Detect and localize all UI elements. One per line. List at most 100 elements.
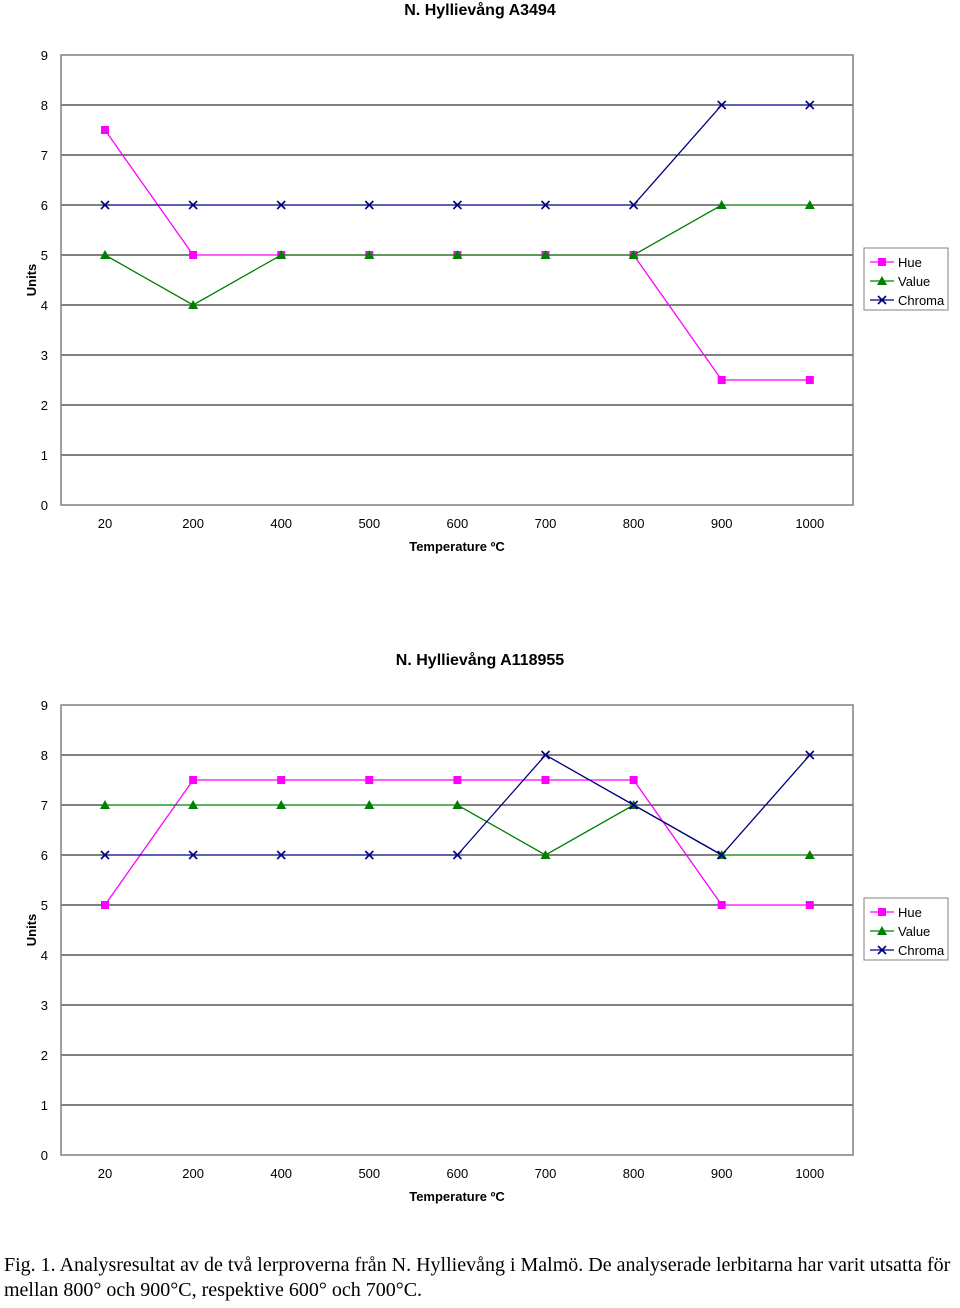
data-point-value: [276, 250, 287, 259]
plot-area: 0 1 2 3 4 5 6 7 8 9 20 200 400 500 600 700 800 900 1000 Hue…: [41, 48, 949, 531]
data-point-chroma: [540, 200, 551, 210]
data-point-chroma: [364, 850, 374, 860]
x-tick-label: 700: [535, 516, 557, 531]
data-point-chroma: [717, 850, 727, 860]
y-tick-label: 1: [41, 1098, 48, 1113]
data-point-value: [100, 800, 110, 809]
series-line-value: [105, 804, 810, 856]
data-point-value: [628, 250, 639, 259]
x-tick-label: 1000: [795, 1166, 824, 1181]
data-point-chroma: [452, 850, 462, 860]
data-point-chroma: [452, 200, 462, 210]
data-point-value: [364, 800, 375, 809]
data-point-hue: [365, 776, 374, 784]
y-tick-label: 2: [41, 1048, 48, 1063]
y-tick-label: 0: [41, 498, 48, 513]
y-tick-label: 7: [41, 798, 48, 813]
data-point-chroma: [540, 750, 551, 760]
legend-marker-hue: [878, 258, 886, 266]
data-point-chroma: [805, 750, 815, 760]
data-point-hue: [717, 901, 726, 909]
data-point-chroma: [100, 200, 110, 210]
y-tick-label: 9: [41, 48, 48, 63]
plot-area: 0 1 2 3 4 5 6 7 8 9 20 200 400 500 600 700 800 900 1000 Hue…: [41, 698, 949, 1181]
y-tick-label: 5: [41, 898, 48, 913]
data-point-hue: [453, 776, 462, 784]
legend-marker-chroma: [877, 945, 887, 955]
x-tick-label: 600: [447, 1166, 469, 1181]
legend-label-chroma: Chroma: [898, 293, 945, 308]
x-tick-label: 20: [98, 1166, 112, 1181]
x-tick-label: 700: [535, 1166, 557, 1181]
x-axis-label: Temperature ºC: [409, 1189, 505, 1204]
y-tick-label: 3: [41, 348, 48, 363]
x-tick-label: 900: [711, 516, 733, 531]
legend-marker-value: [877, 926, 887, 935]
data-point-hue: [189, 776, 198, 784]
y-tick-label: 5: [41, 248, 48, 263]
y-axis-label: Units: [24, 264, 39, 297]
data-point-value: [100, 250, 110, 259]
legend-label-hue: Hue: [898, 255, 922, 270]
chart-a3494: N. Hyllievång A3494 0 1 2 3 4 5 6 7 8 9 20 200 400 50…: [24, 1, 949, 554]
data-point-hue: [541, 776, 550, 784]
y-tick-label: 3: [41, 998, 48, 1013]
data-point-value: [716, 200, 727, 209]
x-tick-label: 500: [358, 516, 380, 531]
plot-border: [60, 54, 854, 506]
data-point-hue: [101, 901, 109, 909]
data-point-hue: [277, 776, 286, 784]
chart-title: N. Hyllievång A3494: [404, 1, 556, 19]
data-point-chroma: [629, 800, 639, 810]
y-tick-label: 1: [41, 448, 48, 463]
data-point-hue: [101, 126, 109, 134]
data-point-chroma: [276, 850, 286, 860]
data-point-value: [188, 800, 199, 809]
data-point-hue: [717, 376, 726, 384]
x-tick-label: 20: [98, 516, 112, 531]
chart-a118955: N. Hyllievång A118955 0 1 2 3 4 5 6 7 8 9 20 200 400…: [24, 651, 949, 1204]
data-point-chroma: [364, 200, 374, 210]
data-point-hue: [805, 376, 814, 384]
y-tick-label: 2: [41, 398, 48, 413]
data-point-value: [452, 800, 463, 809]
legend: Hue Value Chroma: [863, 897, 949, 961]
x-axis-label: Temperature ºC: [409, 539, 505, 554]
legend-label-value: Value: [898, 274, 930, 289]
data-point-chroma: [188, 200, 198, 210]
data-point-chroma: [100, 850, 110, 860]
figure-caption: Fig. 1. Analysresultat av de två lerprov…: [4, 1254, 951, 1301]
y-tick-label: 4: [41, 948, 48, 963]
x-tick-label: 400: [270, 516, 292, 531]
y-tick-label: 6: [41, 198, 48, 213]
data-point-chroma: [276, 200, 286, 210]
y-axis-label: Units: [24, 914, 39, 947]
plot-border: [60, 704, 854, 1156]
legend: Hue Value Chroma: [863, 247, 949, 311]
x-tick-label: 200: [182, 1166, 204, 1181]
x-tick-label: 400: [270, 1166, 292, 1181]
y-tick-label: 8: [41, 748, 48, 763]
data-point-value: [364, 250, 375, 259]
data-point-chroma: [629, 200, 639, 210]
y-tick-label: 6: [41, 848, 48, 863]
data-point-chroma: [188, 850, 198, 860]
data-point-value: [276, 800, 287, 809]
y-tick-label: 7: [41, 148, 48, 163]
data-point-value: [804, 850, 815, 859]
legend-label-value: Value: [898, 924, 930, 939]
chart-title: N. Hyllievång A118955: [396, 651, 564, 669]
data-point-value: [540, 850, 551, 859]
legend-marker-value: [877, 276, 887, 285]
data-point-value: [452, 250, 463, 259]
data-point-hue: [629, 776, 638, 784]
data-point-value: [804, 200, 815, 209]
y-tick-label: 9: [41, 698, 48, 713]
x-tick-label: 1000: [795, 516, 824, 531]
data-point-chroma: [805, 100, 815, 110]
legend-marker-chroma: [877, 295, 887, 305]
y-tick-label: 0: [41, 1148, 48, 1163]
data-point-chroma: [717, 100, 727, 110]
data-point-value: [540, 250, 551, 259]
data-point-hue: [189, 251, 198, 259]
